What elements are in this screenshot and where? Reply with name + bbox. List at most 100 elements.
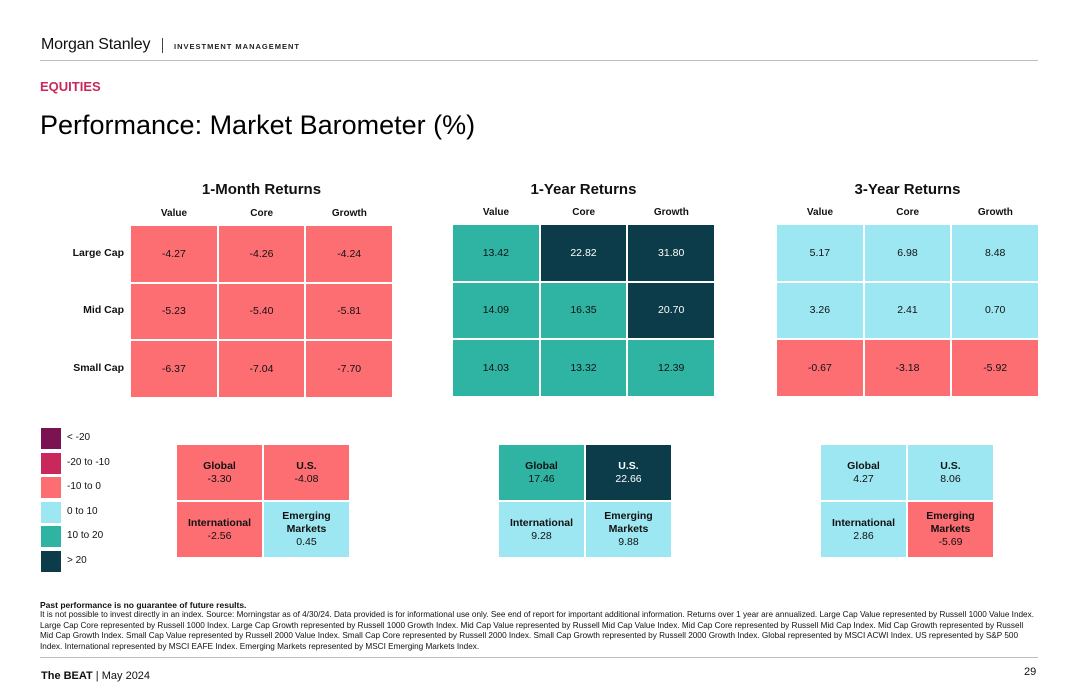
heatmap-cell: 14.09 <box>452 281 540 339</box>
region-value: 9.88 <box>618 536 639 548</box>
region-value: 22.66 <box>615 472 642 485</box>
legend-swatch <box>41 477 61 498</box>
region-value: -3.30 <box>207 472 232 485</box>
region-name: Markets <box>286 523 327 535</box>
legend-swatch <box>41 428 61 449</box>
heatmap-cell: -4.26 <box>217 225 306 283</box>
notes-title: Past performance is no guarantee of futu… <box>40 600 247 610</box>
region-name: Global <box>203 459 236 472</box>
region-name: Markets <box>930 523 971 535</box>
heatmap-cell: -5.23 <box>130 282 218 340</box>
heatmap-cell: 16.35 <box>539 281 628 339</box>
footer-label: The BEAT | May 2024 <box>41 670 151 682</box>
heatmap-cell: -4.27 <box>130 225 218 283</box>
footer-rule <box>40 657 1038 658</box>
region-name: International <box>187 516 251 529</box>
brand-division: INVESTMENT MANAGEMENT <box>174 42 300 51</box>
region-box: International -2.56 <box>176 501 263 558</box>
region-value: 0.45 <box>296 536 317 548</box>
column-header: Core <box>896 207 920 218</box>
heatmap-cell: 0.70 <box>951 281 1039 339</box>
column-header: Growth <box>977 207 1013 218</box>
row-header: Mid Cap <box>83 304 124 317</box>
heatmap-cell: -7.70 <box>305 340 393 398</box>
brand-logo: Morgan Stanley <box>41 36 151 53</box>
region-name: U.S. <box>296 459 317 472</box>
heatmap-cell: 13.32 <box>539 339 628 397</box>
region-box: International 9.28 <box>498 501 585 558</box>
grid-title: 1-Year Returns <box>530 181 637 198</box>
region-box: Global 17.46 <box>498 444 585 501</box>
heatmap-cell: -4.24 <box>305 225 393 283</box>
column-header: Value <box>482 207 510 218</box>
heatmap-cell: -3.18 <box>863 339 952 397</box>
legend-swatch <box>41 550 61 572</box>
legend-label: > 20 <box>67 554 87 566</box>
region-value: 17.46 <box>528 472 555 485</box>
heatmap-cell: 20.70 <box>627 281 715 339</box>
heatmap-cell: 8.48 <box>951 224 1039 282</box>
heatmap-cell: -7.04 <box>217 340 306 398</box>
heatmap-cell: 5.17 <box>776 224 864 282</box>
region-value: 8.06 <box>940 472 961 485</box>
heatmap-cell: -5.92 <box>951 339 1039 397</box>
legend-label: -10 to 0 <box>67 481 101 492</box>
region-box: U.S. 22.66 <box>585 444 672 501</box>
grid-title: 1-Month Returns <box>201 181 322 198</box>
column-header: Core <box>250 208 274 219</box>
heatmap-cell: 3.26 <box>776 281 864 339</box>
column-header: Core <box>572 207 596 218</box>
region-value: -2.56 <box>207 529 232 542</box>
page-number: 29 <box>1024 666 1037 678</box>
column-header: Growth <box>653 207 689 218</box>
heatmap-cell: 12.39 <box>627 339 715 397</box>
region-name: Global <box>847 459 880 472</box>
legend-swatch <box>41 501 61 523</box>
region-box: U.S. -4.08 <box>263 444 350 501</box>
region-name: Emerging <box>604 510 653 522</box>
region-box: Global 4.27 <box>820 444 907 501</box>
header-rule <box>40 60 1038 61</box>
legend-swatch <box>41 526 61 547</box>
footer-brand: The BEAT <box>41 670 93 682</box>
region-name: International <box>509 516 573 529</box>
heatmap-cell: 6.98 <box>863 224 952 282</box>
legend-swatch <box>41 452 61 474</box>
column-header: Value <box>160 208 188 219</box>
heatmap-cell: -0.67 <box>776 339 864 397</box>
brand-separator <box>162 38 163 53</box>
region-name: Emerging <box>926 510 975 522</box>
column-header: Value <box>806 207 834 218</box>
region-box: Global -3.30 <box>176 444 263 501</box>
region-box: Emerging Markets 9.88 <box>585 501 672 558</box>
notes-body: It is not possible to invest directly in… <box>40 610 1034 651</box>
region-box: Emerging Markets 0.45 <box>263 501 350 558</box>
legend-label: -20 to -10 <box>67 456 110 468</box>
row-header: Large Cap <box>72 246 124 259</box>
region-box: U.S. 8.06 <box>907 444 994 501</box>
region-value: 2.86 <box>853 529 874 542</box>
region-name: International <box>831 516 895 529</box>
region-value: -4.08 <box>294 472 319 485</box>
column-header: Growth <box>331 208 367 219</box>
region-name: Emerging <box>282 510 331 522</box>
region-box: Emerging Markets -5.69 <box>907 501 994 558</box>
legend-label: 10 to 20 <box>67 530 104 541</box>
heatmap-cell: 2.41 <box>863 281 952 339</box>
grid-title: 3-Year Returns <box>854 181 961 198</box>
region-name: Global <box>525 459 558 472</box>
region-box: International 2.86 <box>820 501 907 558</box>
region-value: 9.28 <box>531 529 552 542</box>
heatmap-cell: -5.40 <box>217 282 306 340</box>
heatmap-cell: -5.81 <box>305 282 393 340</box>
region-value: 4.27 <box>853 472 874 485</box>
section-label: EQUITIES <box>40 79 101 94</box>
footer-date: May 2024 <box>101 670 151 682</box>
legend-label: 0 to 10 <box>67 505 98 517</box>
heatmap-cell: -6.37 <box>130 340 218 398</box>
legend-label: < -20 <box>67 432 91 443</box>
region-name: Markets <box>608 523 649 535</box>
region-name: U.S. <box>940 459 961 472</box>
region-name: U.S. <box>618 459 639 472</box>
heatmap-cell: 13.42 <box>452 224 540 282</box>
